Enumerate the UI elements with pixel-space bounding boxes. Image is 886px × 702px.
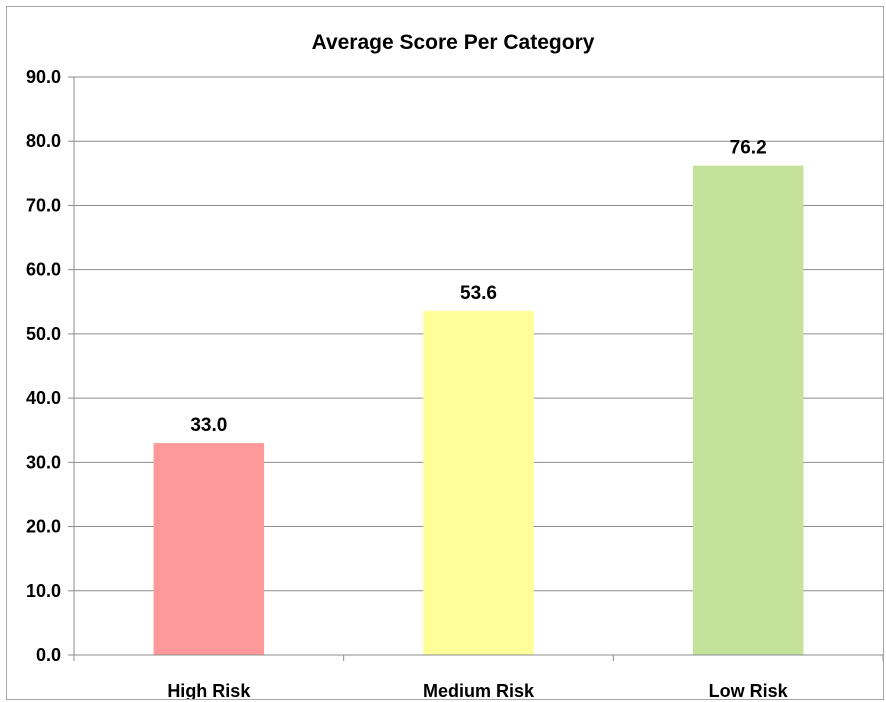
chart-frame: Average Score Per Category 0.0 10.0 20.0 30… [6, 6, 884, 700]
y-axis-tick-labels: 0.0 10.0 20.0 30.0 40.0 50.0 60.0 70.0 80.0 90.0 [26, 67, 61, 665]
bars [153, 165, 804, 656]
x-category-label: High Risk [167, 681, 251, 699]
y-tick-label: 80.0 [26, 131, 61, 151]
data-label: 76.2 [730, 138, 767, 159]
bar-high-risk [153, 443, 265, 655]
x-category-label: Low Risk [709, 681, 789, 699]
bar-low-risk [692, 165, 804, 656]
data-label: 33.0 [190, 415, 227, 436]
y-tick-label: 30.0 [26, 452, 61, 472]
bar-chart: Average Score Per Category 0.0 10.0 20.0 30… [26, 31, 883, 699]
y-tick-label: 90.0 [26, 67, 61, 87]
y-tick-label: 10.0 [26, 581, 61, 601]
x-category-label: Medium Risk [423, 681, 535, 699]
bar-medium-risk [423, 310, 534, 655]
y-tick-label: 50.0 [26, 324, 61, 344]
y-tick-label: 70.0 [26, 195, 61, 215]
x-axis-category-labels: High Risk Medium Risk Low Risk [167, 681, 788, 699]
axes [73, 77, 883, 661]
y-tick-label: 40.0 [26, 388, 61, 408]
chart-title: Average Score Per Category [312, 31, 595, 54]
y-tick-label: 0.0 [36, 645, 61, 665]
y-tick-label: 60.0 [26, 260, 61, 280]
data-labels: 33.0 53.6 76.2 [190, 138, 766, 436]
y-tick-label: 20.0 [26, 517, 61, 537]
data-label: 53.6 [460, 283, 497, 304]
